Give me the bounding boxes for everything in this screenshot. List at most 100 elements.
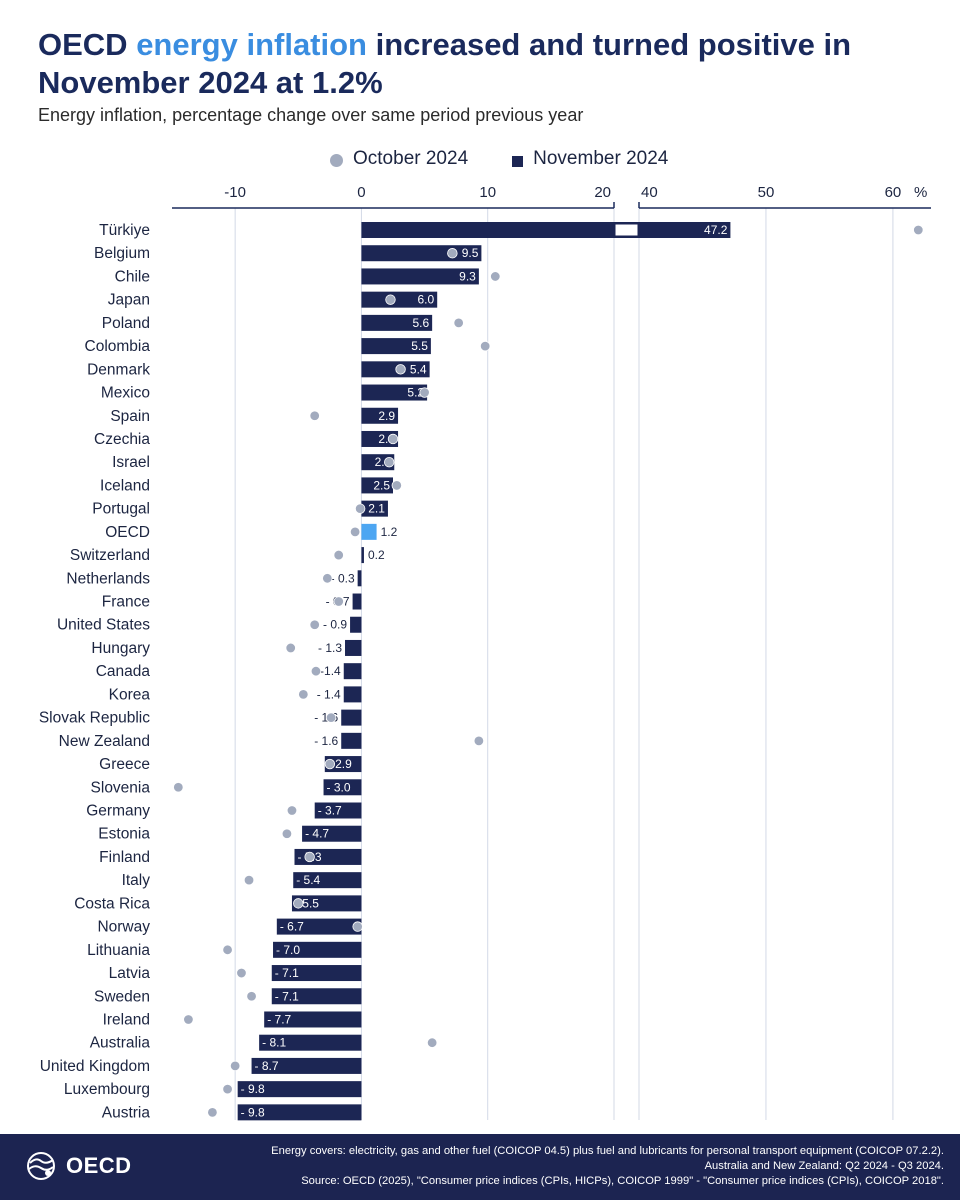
bar-portugal [361,500,388,517]
data-label: - 3.0 [327,780,351,794]
october-dot-netherlands [322,573,333,584]
category-label-israel: Israel [112,454,150,471]
category-label-canada: Canada [96,663,151,680]
title-part-2: increased and turned positive in Novembe… [38,27,852,100]
x-tick-label: -10 [224,184,246,201]
category-label-hungary: Hungary [91,640,150,657]
category-label-costa-rica: Costa Rica [74,895,150,912]
category-label-spain: Spain [110,408,150,425]
category-label-united-kingdom: United Kingdom [40,1058,150,1075]
data-label: - 1.6 [314,734,338,748]
x-tick-label: 60 [885,184,902,201]
x-tick-label: 0 [357,184,365,201]
category-label-ireland: Ireland [103,1011,150,1028]
bar-sweden [271,988,362,1005]
x-tick-label: 50 [758,184,775,201]
bar-switzerland [361,547,364,564]
category-label-korea: Korea [109,686,151,703]
category-label-japan: Japan [108,292,150,309]
october-dot-estonia [281,828,293,839]
data-label: 0.2 [368,548,385,562]
october-dot-spain [309,410,320,421]
bar-chile [361,268,479,285]
october-dot-germany [286,805,298,816]
october-dot-australia [426,1037,438,1048]
bar-slovenia [323,779,362,796]
october-dot-sweden [246,991,257,1002]
category-label-poland: Poland [102,315,150,332]
data-label: - 4.7 [305,827,329,841]
bar-australia [259,1034,362,1051]
legend-label-october: October 2024 [353,148,469,169]
bar-slovak-republic [341,709,362,726]
legend-item-november: November 2024 [512,148,668,170]
category-label-estonia: Estonia [98,826,150,843]
bar-austria [237,1104,362,1121]
chart-title: OECD energy inflation increased and turn… [38,26,938,102]
october-dot-israel [384,457,395,468]
data-label: 1.2 [381,525,398,539]
oecd-logo-text: OECD [66,1153,132,1178]
energy-inflation-chart: -10 0 10 20 40 50 60 % Türkiye 47.2 Belgium 9.5 Chil… [39,184,931,1121]
october-dot-france [333,596,344,607]
data-label: - 8.7 [255,1059,279,1073]
footer-notes: Energy covers: electricity, gas and othe… [271,1144,944,1189]
x-tick-label: 20 [594,184,611,201]
note-source: Source: OECD (2025), "Consumer price ind… [301,1175,944,1187]
october-dot-iceland [391,480,402,491]
data-label: - 7.1 [275,989,299,1003]
data-label: - 0.3 [331,571,355,585]
note-periods: Australia and New Zealand: Q2 2024 - Q3 … [704,1160,944,1172]
october-dot-turkiye [913,224,924,236]
data-label: 5.5 [411,339,428,353]
data-label: 6.0 [418,293,435,307]
october-dot-slovak-republic [325,712,337,723]
bar-costa-rica [291,895,362,912]
category-label-united-states: United States [57,617,150,634]
data-label: - 9.8 [241,1082,265,1096]
data-label: - 2.9 [328,757,352,771]
category-label-sweden: Sweden [94,988,150,1005]
data-label: - 6.7 [280,920,304,934]
data-label: - 8.1 [262,1036,286,1050]
bar-ireland [264,1011,362,1028]
bar-estonia [302,825,362,842]
category-label-austria: Austria [102,1104,151,1121]
bar-lithuania [273,941,362,958]
october-dot-new-zealand [473,735,485,747]
bar-czechia [361,430,399,447]
data-label: -1.4 [320,664,341,678]
data-label: 5.2 [407,386,424,400]
october-dot-czechia [387,433,399,445]
category-label-lithuania: Lithuania [87,942,150,959]
category-label-colombia: Colombia [85,338,151,355]
bar-norway [276,918,362,935]
october-dot-lithuania [222,944,233,956]
data-label: - 7.0 [276,943,300,957]
bar-new-zealand [341,732,362,749]
category-label-norway: Norway [97,919,150,936]
bar-spain [361,407,399,424]
bar-mexico [361,384,428,401]
october-dot-italy [243,874,255,886]
category-label-greece: Greece [99,756,150,773]
october-dot-belgium [447,248,458,259]
footer-bar: OECD Energy covers: electricity, gas and… [0,1134,960,1200]
bar-germany [314,802,362,819]
bar-canada [343,663,362,680]
legend-label-november: November 2024 [533,148,669,169]
x-tick-label: 40 [641,184,658,201]
legend-item-october: October 2024 [330,148,468,170]
category-label-belgium: Belgium [94,245,150,262]
category-label-netherlands: Netherlands [66,570,150,587]
data-label: - 1.4 [317,687,341,701]
data-label: - 3.7 [318,804,342,818]
category-label-czechia: Czechia [94,431,150,448]
bar-colombia [361,338,431,355]
bar-korea [343,686,362,703]
october-dot-colombia [479,340,491,352]
category-label-iceland: Iceland [100,477,150,494]
october-dot-united-states [309,619,320,630]
bar-netherlands [357,570,362,587]
data-label: 9.5 [462,246,479,260]
